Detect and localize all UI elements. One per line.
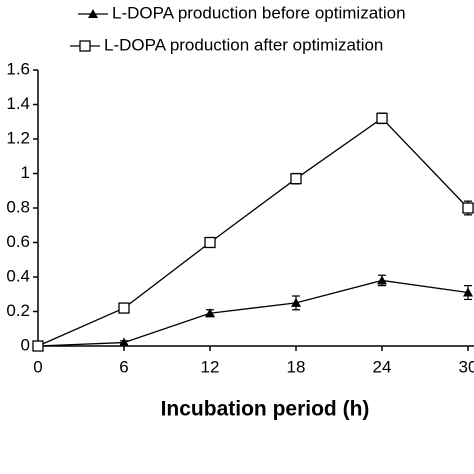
data-point xyxy=(119,337,129,347)
x-tick-label: 24 xyxy=(373,357,392,376)
data-point xyxy=(118,302,130,314)
series-line xyxy=(37,279,469,347)
series-line xyxy=(37,117,469,347)
x-tick-label: 12 xyxy=(201,357,220,376)
legend-label: L-DOPA production before optimization xyxy=(112,3,406,22)
data-point xyxy=(463,287,473,297)
y-tick-label: 0.4 xyxy=(6,266,30,285)
data-point xyxy=(205,308,215,318)
x-axis-label: Incubation period (h) xyxy=(161,398,370,421)
x-tick-label: 18 xyxy=(287,357,306,376)
data-point xyxy=(290,173,302,185)
data-point xyxy=(204,236,216,249)
x-tick-label: 0 xyxy=(33,357,42,376)
data-point xyxy=(462,202,474,214)
y-tick-label: 1.2 xyxy=(6,128,30,147)
y-tick-label: 0 xyxy=(21,335,30,354)
x-tick-label: 30 xyxy=(459,357,474,376)
x-tick-label: 6 xyxy=(119,357,128,376)
data-point xyxy=(376,112,388,124)
data-point xyxy=(291,297,301,307)
y-tick-label: 0.6 xyxy=(6,232,30,251)
data-point xyxy=(32,340,44,352)
y-tick-label: 0.2 xyxy=(6,301,30,320)
y-tick-label: 1.4 xyxy=(6,94,30,113)
y-tick-label: 1.6 xyxy=(6,59,30,78)
legend-label: L-DOPA production after optimization xyxy=(104,35,383,54)
y-tick-label: 1 xyxy=(21,163,30,182)
y-tick-label: 0.8 xyxy=(6,197,30,216)
legend-marker xyxy=(88,9,98,18)
legend-marker xyxy=(79,40,91,52)
data-point xyxy=(377,275,387,285)
